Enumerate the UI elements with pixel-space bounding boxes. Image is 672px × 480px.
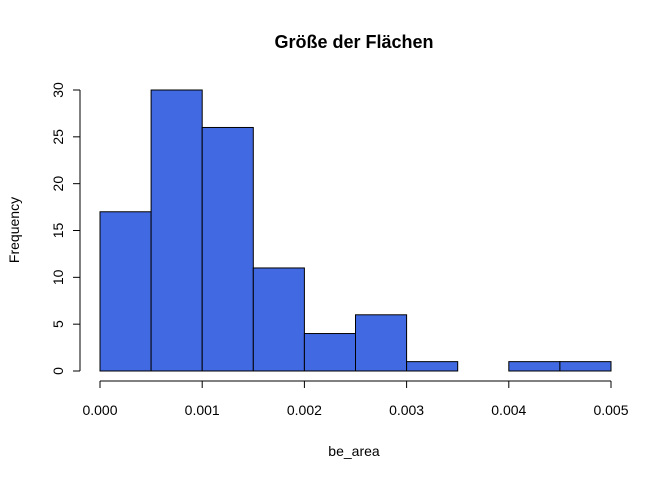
histogram-bar	[559, 361, 612, 372]
histogram-bar	[252, 267, 305, 372]
x-axis: 0.000 0.001 0.002 0.003 0.004 0.005	[82, 380, 629, 418]
chart-title: Größe der Flächen	[274, 32, 433, 52]
histogram-bar	[406, 361, 459, 372]
y-tick-label: 20	[50, 176, 66, 192]
y-axis-label: Frequency	[6, 197, 22, 263]
histogram-bar	[355, 314, 408, 372]
y-tick-label: 25	[50, 129, 66, 145]
histogram-bar	[150, 89, 203, 372]
y-tick-label: 15	[50, 223, 66, 239]
histogram-bar	[508, 361, 561, 372]
x-tick-label: 0.001	[185, 402, 220, 418]
y-tick-label: 10	[50, 269, 66, 285]
histogram-bar	[303, 333, 356, 372]
x-tick-label: 0.000	[82, 402, 117, 418]
x-tick-label: 0.004	[491, 402, 526, 418]
y-tick-label: 30	[50, 82, 66, 98]
y-axis: 0 5 10 15 20 25 30	[50, 82, 81, 375]
histogram-bar	[201, 126, 254, 372]
x-tick-label: 0.002	[287, 402, 322, 418]
bars-group	[99, 89, 612, 372]
x-tick-label: 0.005	[593, 402, 628, 418]
x-axis-label: be_area	[328, 443, 380, 459]
x-tick-label: 0.003	[389, 402, 424, 418]
y-tick-label: 0	[50, 367, 66, 375]
y-tick-label: 5	[50, 320, 66, 328]
histogram-bar	[99, 211, 152, 372]
